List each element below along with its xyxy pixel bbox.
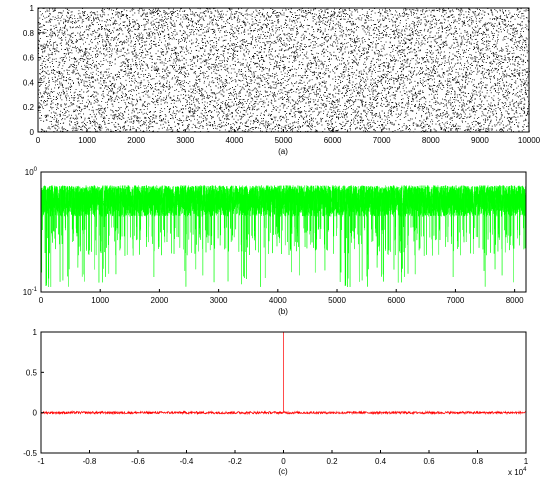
x-tick-label: 0 [36,136,41,145]
caption-c: (c) [278,467,288,476]
x-tick-label: 0.4 [375,457,387,466]
x-tick-label: 7000 [447,296,465,305]
x-tick-label: 5000 [328,296,346,305]
axes-frame-b [40,171,527,293]
panel-c: -1 -0.8 -0.6 -0.4 -0.2 0 0.2 0.4 0.6 0.8 1 -0.5 0 0.… [23,328,529,477]
y-tick-label: 0 [33,409,38,418]
x-tick-label: 4000 [226,136,244,145]
x-tick-label: 4000 [269,296,287,305]
y-tick-bottom-b: 10-1 [23,287,45,297]
x-tick-label: 6000 [387,296,405,305]
x-multiplier-c: x 104 [508,467,527,477]
x-ticks-b: 0 1000 2000 3000 4000 5000 6000 7000 8000 [39,289,524,305]
x-tick-label: 8000 [506,296,524,305]
panel-a: 0 1000 2000 3000 4000 5000 6000 7000 8000 9000 100… [23,4,541,156]
x-tick-label: 1 [524,457,529,466]
x-tick-label: 0.8 [472,457,484,466]
y-tick-label: 1 [30,4,35,13]
x-tick-label: 7000 [373,136,391,145]
series-line-b [40,185,527,288]
y-tick-label: 0.5 [26,368,38,377]
x-tick-label: 2000 [151,296,169,305]
y-tick-label: 0.6 [23,54,35,63]
x-ticks-a: 0 1000 2000 3000 4000 5000 6000 7000 8000 9000 100… [36,129,541,145]
scatter-markers [38,7,530,133]
x-tick-label: 5000 [275,136,293,145]
y-tick-label: 1 [33,328,38,337]
x-tick-label: -0.6 [131,457,145,466]
scatter-points [38,7,530,133]
x-tick-label: 0 [281,457,286,466]
y-tick-top-b: 100 [25,167,45,177]
x-tick-label: -0.8 [83,457,97,466]
x-tick-label: 8000 [422,136,440,145]
y-tick-label: 0.2 [23,103,35,112]
x-tick-label: 6000 [324,136,342,145]
y-tick-label: 0 [30,128,35,137]
y-ticks-a: 0 0.2 0.4 0.6 0.8 1 [23,4,41,137]
x-tick-label: -0.2 [228,457,242,466]
x-tick-label: 2000 [127,136,145,145]
y-tick-label: 0.8 [23,29,35,38]
x-ticks-c: -1 -0.8 -0.6 -0.4 -0.2 0 0.2 0.4 0.6 0.8 1 [37,450,529,466]
x-tick-label: 1000 [91,296,109,305]
panel-b: 0 1000 2000 3000 4000 5000 6000 7000 8000 100 10… [23,167,527,316]
caption-b: (b) [278,307,288,316]
x-tick-label: 0.6 [423,457,435,466]
series-line-c [40,332,527,416]
y-tick-label-b-top: 100 [25,167,38,177]
x-tick-label: 10000 [518,136,541,145]
y-tick-label: 0.4 [23,78,35,87]
x-tick-label: 0.2 [326,457,338,466]
y-tick-label: -0.5 [23,449,37,458]
x-tick-label: 0 [39,296,44,305]
x-tick-label: -1 [37,457,45,466]
x-tick-label: -0.4 [180,457,194,466]
x-tick-label: 3000 [210,296,228,305]
x-tick-label: 1000 [78,136,96,145]
y-ticks-c: -0.5 0 0.5 1 [23,328,44,458]
y-tick-label-b-bottom: 10-1 [23,287,38,297]
x-tick-label: 9000 [471,136,489,145]
x-tick-label: 3000 [176,136,194,145]
caption-a: (a) [278,147,288,156]
